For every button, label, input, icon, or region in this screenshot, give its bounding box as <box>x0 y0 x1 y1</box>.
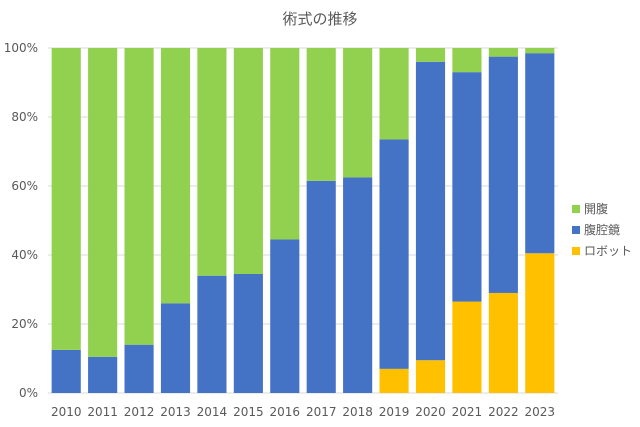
bar-segment <box>452 301 482 393</box>
chart-title: 術式の推移 <box>282 10 357 28</box>
bar-segment <box>415 48 446 62</box>
bar-segment <box>270 48 300 240</box>
bar-segment <box>306 180 336 393</box>
legend-swatch <box>572 226 580 234</box>
x-tick-label: 2020 <box>415 405 446 419</box>
bar-segment <box>415 360 446 393</box>
bar-segment <box>525 48 555 54</box>
y-tick-label: 40% <box>11 248 38 262</box>
bar-segment <box>343 48 373 178</box>
bar-segment <box>379 368 409 393</box>
y-tick-label: 0% <box>19 386 38 400</box>
bar-segment <box>525 253 555 393</box>
bar-segment <box>306 48 336 181</box>
bar-segment <box>525 53 555 254</box>
bar-segment <box>488 48 518 57</box>
x-tick-label: 2017 <box>306 405 337 419</box>
x-tick-label: 2014 <box>197 405 228 419</box>
x-tick-label: 2018 <box>342 405 373 419</box>
y-axis-ticks: 0% 20% 40% 60% 80% 100% <box>4 41 38 400</box>
bar-segment <box>197 48 227 276</box>
x-axis-ticks: 2010 2011 2012 2013 2014 2015 2016 2017 2018 2019… <box>51 405 555 419</box>
bar-segment <box>488 292 518 393</box>
x-tick-label: 2021 <box>452 405 483 419</box>
legend-label: 開腹 <box>584 202 608 216</box>
bar-segment <box>233 273 263 393</box>
legend-label: ロボット <box>584 244 632 258</box>
bar-segment <box>124 48 154 345</box>
bar-segment <box>343 177 373 393</box>
bar-segment <box>197 275 227 393</box>
x-tick-label: 2013 <box>160 405 191 419</box>
bars <box>51 48 555 393</box>
y-tick-label: 80% <box>11 110 38 124</box>
x-tick-label: 2019 <box>379 405 410 419</box>
x-tick-label: 2011 <box>87 405 118 419</box>
x-tick-label: 2023 <box>525 405 556 419</box>
bar-segment <box>488 56 518 293</box>
x-tick-label: 2015 <box>233 405 264 419</box>
bar-segment <box>379 48 409 140</box>
bar-segment <box>88 356 118 393</box>
bar-segment <box>415 61 446 361</box>
bar-segment <box>124 344 154 393</box>
x-tick-label: 2012 <box>124 405 155 419</box>
bar-segment <box>270 239 300 393</box>
x-tick-label: 2022 <box>488 405 519 419</box>
bar-segment <box>452 48 482 73</box>
y-tick-label: 20% <box>11 317 38 331</box>
bar-segment <box>51 48 81 350</box>
bar-segment <box>379 139 409 369</box>
bar-segment <box>233 48 263 274</box>
legend-swatch <box>572 247 580 255</box>
x-tick-label: 2010 <box>51 405 82 419</box>
bar-segment <box>51 349 81 393</box>
bar-segment <box>160 303 191 393</box>
bar-segment <box>160 48 191 304</box>
bar-segment <box>452 72 482 302</box>
legend-label: 腹腔鏡 <box>584 222 620 237</box>
y-tick-label: 100% <box>4 41 38 55</box>
x-tick-label: 2016 <box>270 405 301 419</box>
y-tick-label: 60% <box>11 179 38 193</box>
bar-segment <box>88 48 118 357</box>
legend-swatch <box>572 205 580 213</box>
